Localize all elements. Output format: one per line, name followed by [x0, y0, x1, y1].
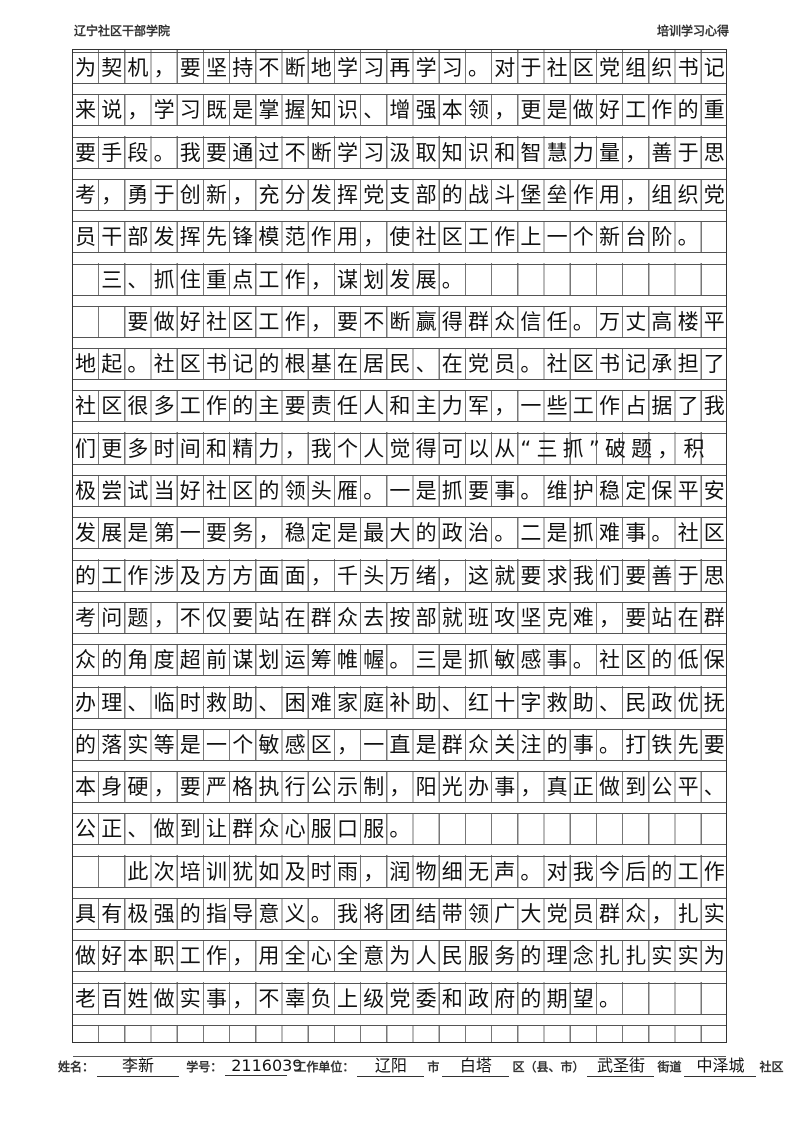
row-gap: [73, 549, 726, 560]
grid-row: [73, 305, 726, 338]
handwritten-line: 考，勇于创新，充分发挥党支部的战斗堡垒作用，组织党: [75, 182, 730, 207]
street-suffix: 街道: [657, 1060, 682, 1074]
handwritten-line: 地起。社区书记的根基在居民、在党员。社区书记承担了: [75, 352, 730, 377]
handwritten-line: 要手段。我要通过不断学习汲取知识和智慧力量，善于思: [75, 140, 730, 165]
grid-row: [73, 686, 726, 719]
name-field: 李新: [97, 1052, 180, 1077]
grid-row: [73, 517, 726, 550]
handwritten-line: 极尝试当好社区的领头雁。一是抓要事。维护稳定保平安: [75, 479, 730, 503]
handwritten-line: 考问题，不仅要站在群众去按部就班攻坚克难，要站在群: [75, 605, 730, 630]
community-field: 中泽城: [684, 1052, 757, 1077]
grid-row: [73, 178, 726, 211]
handwritten-line: 本身硬，要严格执行公示制，阳光办事，真正做到公平、: [75, 775, 730, 800]
row-gap: [73, 760, 726, 771]
grid-row: [73, 52, 726, 84]
row-gap: [73, 295, 726, 306]
row-gap: [73, 380, 726, 391]
row-gap: [73, 1056, 726, 1067]
street-field: 武圣街: [587, 1052, 655, 1077]
grid-row: [73, 940, 726, 973]
city-field: 辽阳: [357, 1052, 425, 1077]
grid-row: [73, 982, 726, 1015]
grid-row: [73, 601, 726, 634]
community-suffix: 社区: [759, 1060, 784, 1074]
grid-row: [73, 263, 726, 296]
row-gap: [73, 253, 726, 264]
row-gap: [73, 210, 726, 221]
grid-row: [73, 221, 726, 254]
grid-row: [73, 390, 726, 423]
district-field: 白塔: [442, 1052, 510, 1077]
row-gap: [73, 507, 726, 517]
grid-row: [73, 94, 726, 127]
grid-row: [73, 855, 726, 888]
row-gap: [73, 972, 726, 983]
handwritten-line: 三、抓住重点工作，谋划发展。: [75, 267, 468, 292]
student-id-label: 学号：: [186, 1060, 223, 1074]
row-gap: [73, 718, 726, 729]
work-unit-label: 工作单位：: [294, 1060, 355, 1074]
row-gap: [73, 845, 726, 856]
grid-row: [73, 644, 726, 677]
grid-row: [73, 771, 726, 804]
handwritten-line: 员干部发挥先锋模范作用，使社区工作上一个新台阶。: [75, 225, 704, 250]
district-suffix: 区（县、市）: [512, 1060, 585, 1074]
handwritten-line: 的工作涉及方方面面，千头万绪，这就要求我们要善于思: [75, 563, 730, 588]
handwritten-line: 的落实等是一个敏感区，一直是群众关注的事。打铁先要: [75, 732, 730, 757]
name-label: 姓名：: [58, 1060, 95, 1074]
handwritten-line: 发展是第一要务，稳定是最大的政治。二是抓难事。社区: [75, 521, 730, 546]
signature-footer: 姓名： 李新 学号： 2116039 工作单位： 辽阳市白塔 区（县、市） 武圣街 街道 中泽…: [58, 1052, 783, 1077]
handwritten-line: 来说，学习既是掌握知识、增强本领，更是做好工作的重: [75, 98, 730, 123]
handwritten-line: 公正、做到让群众心服口服。: [75, 817, 416, 842]
handwritten-line: 众的角度超前谋划运筹帷幄。三是抓敏感事。社区的低保: [75, 648, 730, 673]
handwritten-line: 要做好社区工作，要不断赢得群众信任。万丈高楼平: [75, 309, 730, 334]
handwritten-line: 具有极强的指导意义。我将团结带领广大党员群众，扎实: [75, 902, 730, 926]
handwritten-line: 们更多时间和精力，我个人觉得可以从“三抓”破题，积: [75, 436, 710, 461]
row-gap: [73, 464, 726, 475]
student-id-field: 2116039: [225, 1056, 302, 1076]
document-type-header: 培训学习心得: [656, 24, 729, 38]
grid-row: [73, 1024, 726, 1057]
handwritten-line: 此次培训犹如及时雨，润物细无声。对我今后的工作: [75, 859, 730, 884]
handwritten-line: 做好本职工作，用全心全意为人民服务的理念扎扎实实为: [75, 944, 730, 969]
row-gap: [73, 887, 726, 898]
handwritten-line: 社区很多工作的主要责任人和主力军，一些工作占据了我: [75, 394, 730, 419]
city-suffix: 市: [427, 1060, 440, 1074]
row-gap: [73, 126, 726, 137]
handwritten-line: 老百姓做实事，不辜负上级党委和政府的期望。: [75, 986, 626, 1011]
grid-row: [73, 813, 726, 846]
row-gap: [73, 422, 726, 433]
row-gap: [73, 633, 726, 644]
handwritten-line: 办理、临时救助、困难家庭补助、红十字救助、民政优抚: [75, 690, 730, 715]
grid-row: [73, 898, 726, 930]
row-gap: [73, 676, 726, 687]
grid-row: [73, 432, 726, 465]
grid-row: [73, 136, 726, 169]
grid-row: [73, 728, 726, 761]
row-gap: [73, 803, 726, 814]
institution-header: 辽宁社区干部学院: [74, 24, 171, 38]
row-gap: [73, 591, 726, 602]
grid-row: [73, 348, 726, 381]
row-gap: [73, 1014, 726, 1025]
handwritten-line: 为契机，要坚持不断地学习再学习。对于社区党组织书记: [75, 56, 730, 80]
row-gap: [73, 930, 726, 940]
grid-row: [73, 475, 726, 507]
row-gap: [73, 84, 726, 94]
grid-writing-sheet: 为契机，要坚持不断地学习再学习。对于社区党组织书记 来说，学习既是掌握知识、增强本…: [72, 49, 730, 1067]
row-gap: [73, 337, 726, 348]
row-gap: [73, 168, 726, 179]
grid-row: [73, 559, 726, 592]
